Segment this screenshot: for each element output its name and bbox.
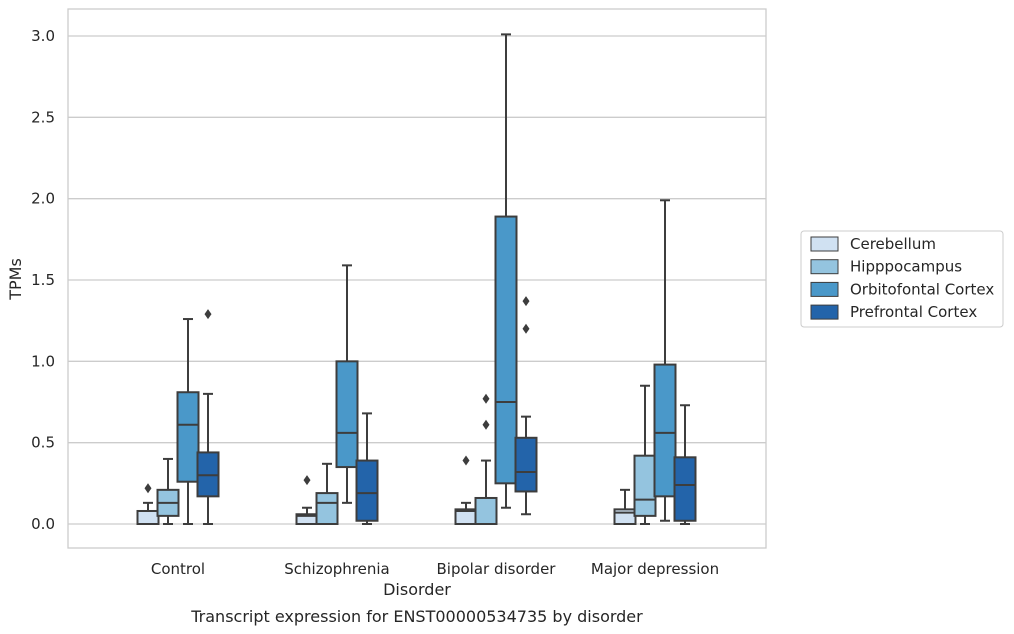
chart-caption: Transcript expression for ENST0000053473… [190,607,643,626]
box-group [355,412,379,525]
y-tick-label: 1.5 [31,271,55,289]
x-tick-label: Control [151,560,205,578]
outlier-point [303,475,311,486]
box [633,454,657,517]
outlier-point [144,483,152,494]
box [653,363,677,498]
x-axis-title: Disorder [383,580,451,599]
box-group [136,483,160,525]
legend-frame [800,230,1004,328]
box-group [196,309,220,525]
legend-swatch [810,259,839,275]
box-series [136,33,697,525]
box-group [315,462,339,525]
outlier-point [204,309,212,320]
box [673,456,697,522]
x-tick-label: Major depression [591,560,719,578]
box-group [295,475,319,525]
box-group [474,393,498,525]
box [136,509,160,525]
y-tick-label: 3.0 [31,27,55,45]
y-tick-label: 0.5 [31,434,55,452]
outlier-point [522,323,530,334]
legend-swatch [810,281,839,297]
x-tick-label: Bipolar disorder [437,560,557,578]
y-axis-title: TPMs [6,258,25,301]
legend: Cerebellum Hipppocampus Orbitofontal Corte… [800,230,1004,328]
box-group [156,457,180,525]
y-tick-label: 2.0 [31,190,55,208]
box-group [514,296,538,516]
x-tick-label: Schizophrenia [284,560,389,578]
box [335,360,359,469]
box [355,459,379,522]
box-group [494,33,518,509]
legend-swatch [810,236,839,252]
legend-label: Cerebellum [850,235,936,253]
box [514,436,538,493]
legend-label: Orbitofontal Cortex [850,280,994,298]
box [494,215,518,485]
legend-label: Hipppocampus [850,258,962,276]
box [176,391,200,483]
legend-label: Prefrontal Cortex [850,303,977,321]
y-tick-labels: 0.0 0.5 1.0 1.5 2.0 2.5 3.0 [31,27,55,533]
outlier-point [482,419,490,430]
y-tick-label: 1.0 [31,352,55,370]
box-group [335,264,359,504]
outlier-point [522,296,530,307]
legend-swatch [810,304,839,320]
box [315,492,339,525]
box-group [176,318,200,525]
x-tick-labels: Control Schizophrenia Bipolar disorder Majo… [151,560,719,578]
box [474,496,498,525]
y-tick-label: 2.5 [31,108,55,126]
outlier-point [482,393,490,404]
outlier-point [462,455,470,466]
box [613,508,637,525]
y-tick-label: 0.0 [31,515,55,533]
box-group [673,404,697,525]
box-group [653,199,677,522]
